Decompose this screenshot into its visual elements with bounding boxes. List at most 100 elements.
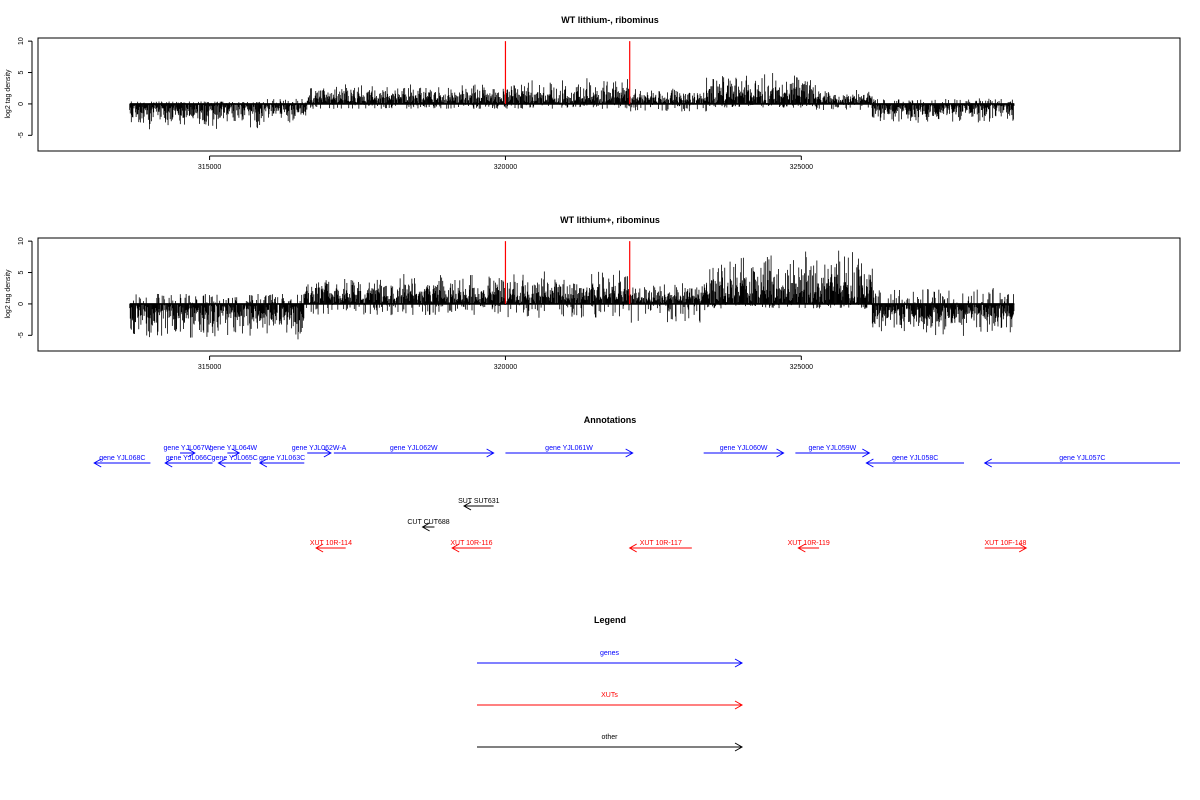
y-axis-label: log2 tag density xyxy=(5,269,12,319)
arrow-head xyxy=(486,448,495,458)
feature-label: gene YJL068C xyxy=(99,455,145,462)
feature-xut: XUT 10R-117 xyxy=(628,540,692,553)
feature-label: gene YJL063C xyxy=(259,455,305,462)
feature-other: SUT SUT631 xyxy=(458,498,500,511)
arrow-head xyxy=(258,458,268,468)
legend-label: XUTs xyxy=(601,692,618,699)
arrow-head xyxy=(797,543,806,553)
plot-frame xyxy=(37,37,1181,152)
feature-label: XUT 10R-117 xyxy=(640,540,682,547)
feature-gene: gene YJL060W xyxy=(703,445,785,458)
legend-panel: Legend genes XUTs other xyxy=(477,615,744,752)
feature-label: gene YJL066C xyxy=(166,455,212,462)
feature-label: XUT 10F-148 xyxy=(985,540,1027,547)
feature-xut: XUT 10R-114 xyxy=(310,540,352,553)
feature-xut: XUT 10R-119 xyxy=(788,540,830,553)
legend-items: genes XUTs other xyxy=(477,650,744,752)
x-tick-label: 315000 xyxy=(198,164,221,171)
arrow-head xyxy=(217,458,226,468)
position-markers xyxy=(504,41,631,104)
arrow-head xyxy=(164,458,173,468)
feature-label: gene YJL060W xyxy=(720,445,768,452)
feature-gene: gene YJL061W xyxy=(505,445,634,458)
y-tick-label: -5 xyxy=(18,132,25,138)
x-tick-label: 315000 xyxy=(198,364,221,371)
feature-label: gene YJL059W xyxy=(808,445,856,452)
y-axis: -5 0 5 10 xyxy=(18,37,33,138)
position-markers xyxy=(504,241,631,304)
x-tick-label: 325000 xyxy=(790,164,813,171)
feature-gene: gene YJL067W xyxy=(164,445,212,458)
x-tick-label: 320000 xyxy=(494,364,517,371)
y-tick-label: 10 xyxy=(18,37,25,45)
feature-label: gene YJL064W xyxy=(209,445,257,452)
feature-label: gene YJL062W-A xyxy=(292,445,347,452)
feature-other: CUT CUT688 xyxy=(407,519,450,532)
feature-gene: gene YJL058C xyxy=(865,455,965,468)
arrow-head xyxy=(315,543,324,553)
arrow-head xyxy=(734,658,744,668)
y-tick-label: 0 xyxy=(18,102,25,106)
density-bars xyxy=(129,250,1015,340)
y-tick-label: 10 xyxy=(18,237,25,245)
arrow-head xyxy=(187,448,196,458)
feature-label: XUT 10R-116 xyxy=(450,540,492,547)
arrow-head xyxy=(625,448,634,458)
track-panel-lithium-minus: WT lithium-, ribominus log2 tag density … xyxy=(5,15,1181,171)
feature-label: CUT CUT688 xyxy=(407,519,449,526)
arrow-head xyxy=(421,522,430,532)
arrow-head xyxy=(776,448,785,458)
x-tick-label: 320000 xyxy=(494,164,517,171)
feature-label: gene YJL062W xyxy=(390,445,438,452)
arrow-head xyxy=(865,458,874,468)
y-tick-label: 5 xyxy=(18,270,25,274)
plot-frame xyxy=(37,237,1181,352)
x-tick-label: 325000 xyxy=(790,364,813,371)
arrow-head xyxy=(862,448,871,458)
feature-label: gene YJL057C xyxy=(1059,455,1105,462)
feature-gene: gene YJL066C xyxy=(164,455,213,468)
arrow-head xyxy=(93,458,102,468)
y-axis: -5 0 5 10 xyxy=(18,237,33,338)
y-tick-label: 5 xyxy=(18,70,25,74)
feature-label: gene YJL058C xyxy=(892,455,938,462)
feature-gene: gene YJL065C xyxy=(212,455,258,468)
legend-item-gene: genes xyxy=(477,650,744,668)
track-title: WT lithium+, ribominus xyxy=(560,215,660,225)
y-tick-label: 0 xyxy=(18,302,25,306)
feature-label: gene YJL067W xyxy=(164,445,212,452)
feature-label: XUT 10R-119 xyxy=(788,540,830,547)
feature-xut: XUT 10F-148 xyxy=(985,540,1028,553)
legend-label: other xyxy=(602,734,619,741)
feature-gene: gene YJL059W xyxy=(795,445,871,458)
feature-label: XUT 10R-114 xyxy=(310,540,352,547)
x-axis: 315000 320000 325000 xyxy=(198,355,813,371)
feature-label: gene YJL065C xyxy=(212,455,258,462)
track-title: WT lithium-, ribominus xyxy=(561,15,659,25)
arrow-head xyxy=(734,700,744,710)
arrow-head xyxy=(463,501,472,511)
feature-xut: XUT 10R-116 xyxy=(450,540,493,553)
y-tick-label: -5 xyxy=(18,332,25,338)
feature-gene: gene YJL062W-A xyxy=(292,445,347,458)
feature-gene: gene YJL057C xyxy=(983,455,1180,468)
arrow-head xyxy=(323,448,332,458)
arrow-head xyxy=(231,448,241,458)
feature-gene: gene YJL064W xyxy=(209,445,258,458)
feature-label: gene YJL061W xyxy=(545,445,593,452)
track-panel-lithium-plus: WT lithium+, ribominus log2 tag density … xyxy=(5,215,1181,371)
y-axis-label: log2 tag density xyxy=(5,69,12,119)
legend-title: Legend xyxy=(594,615,626,625)
density-bars xyxy=(129,73,1015,130)
feature-gene: gene YJL068C xyxy=(93,455,151,468)
arrow-head xyxy=(734,742,744,752)
legend-label: genes xyxy=(600,650,620,657)
arrow-head xyxy=(1018,543,1028,553)
legend-item-xut: XUTs xyxy=(477,692,744,710)
annotations-title: Annotations xyxy=(584,415,637,425)
x-axis: 315000 320000 325000 xyxy=(198,155,813,171)
feature-gene: gene YJL063C xyxy=(258,455,305,468)
